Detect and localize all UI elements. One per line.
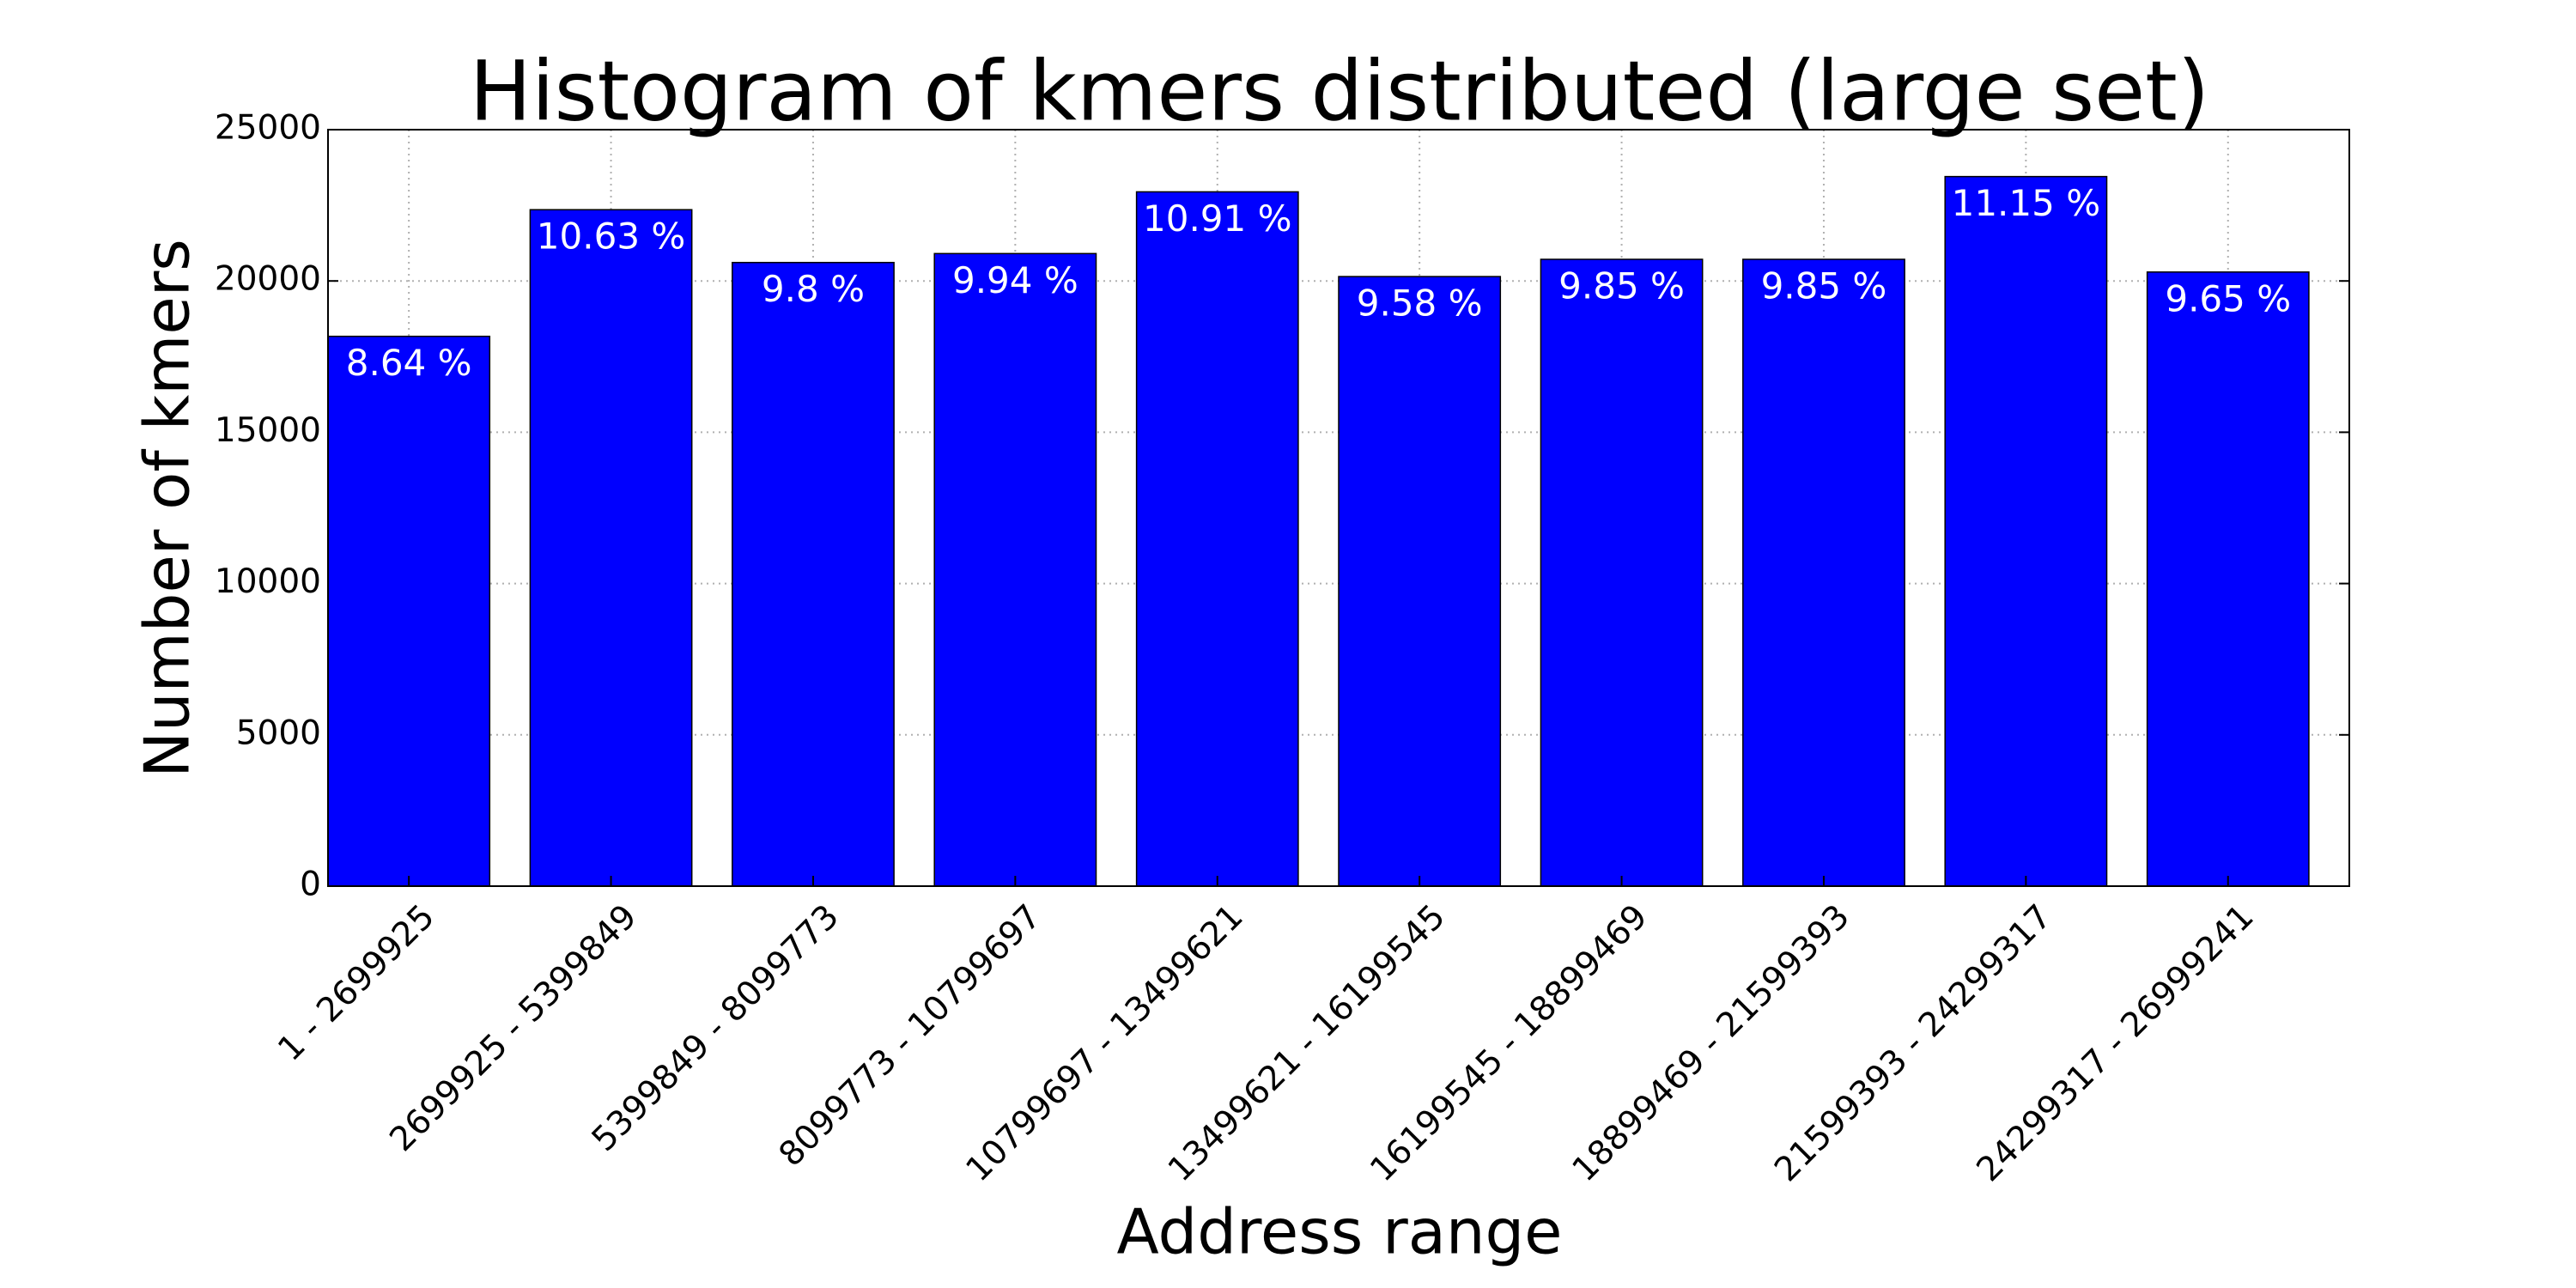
bar [732, 261, 895, 887]
bar [327, 335, 491, 887]
x-tick-label: 1 - 2699925 [270, 897, 442, 1069]
bar-label: 9.94 % [952, 259, 1078, 301]
bar-label: 9.85 % [1558, 265, 1685, 307]
y-tick-label: 0 [300, 866, 321, 904]
bar [1338, 276, 1502, 887]
bar-label: 11.15 % [1952, 182, 2101, 224]
y-tick-label: 5000 [236, 714, 321, 752]
bar [529, 209, 693, 887]
bar [933, 252, 1097, 887]
y-tick-label: 10000 [215, 562, 321, 601]
y-tick-label: 25000 [215, 109, 321, 148]
y-axis-label: Number of kmers [131, 239, 204, 778]
plot-frame [327, 129, 2350, 887]
bar-label: 9.65 % [2165, 277, 2291, 319]
bar-label: 10.63 % [537, 216, 686, 258]
bar [2146, 271, 2310, 887]
x-axis-label: Address range [1117, 1196, 1563, 1268]
bar-label: 9.58 % [1357, 283, 1483, 325]
bar-label: 9.85 % [1761, 265, 1887, 307]
bar-label: 8.64 % [346, 342, 472, 384]
bar-label: 9.8 % [762, 268, 865, 310]
y-tick-label: 20000 [215, 260, 321, 299]
y-tick-label: 15000 [215, 411, 321, 450]
chart-title: Histogram of kmers distributed (large se… [470, 43, 2210, 139]
bar [1742, 258, 1905, 887]
bar [1540, 258, 1704, 887]
bar [1944, 175, 2108, 887]
bar [1135, 191, 1299, 887]
bar-label: 10.91 % [1143, 197, 1292, 240]
